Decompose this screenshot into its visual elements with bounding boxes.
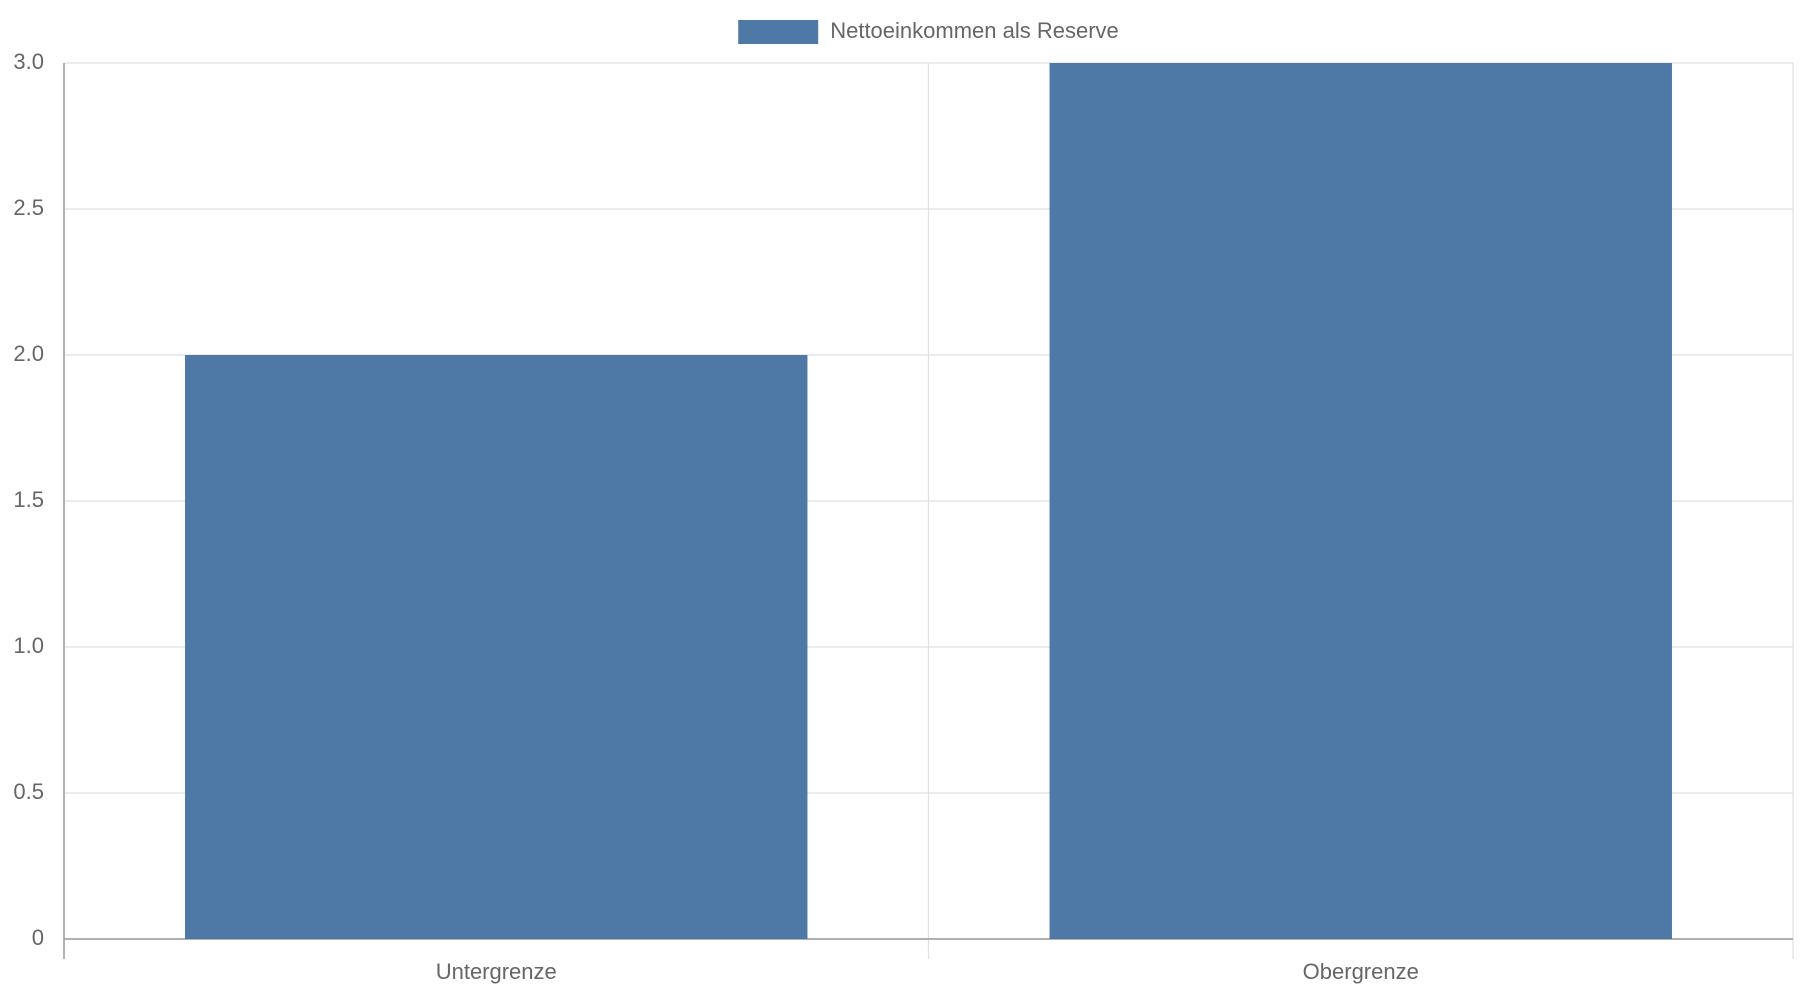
y-tick-label: 1.5 xyxy=(13,487,44,512)
x-tick-label: Untergrenze xyxy=(436,959,557,984)
legend-swatch xyxy=(738,20,819,44)
legend-label: Nettoeinkommen als Reserve xyxy=(830,18,1119,43)
bar xyxy=(185,355,808,939)
y-tick-label: 2.0 xyxy=(13,341,44,366)
y-tick-label: 0.5 xyxy=(13,779,44,804)
bar xyxy=(1049,63,1672,939)
y-tick-label: 0 xyxy=(32,925,44,950)
x-tick-label: Obergrenze xyxy=(1303,959,1419,984)
y-tick-label: 3.0 xyxy=(13,49,44,74)
y-tick-label: 1.0 xyxy=(13,633,44,658)
y-tick-label: 2.5 xyxy=(13,195,44,220)
